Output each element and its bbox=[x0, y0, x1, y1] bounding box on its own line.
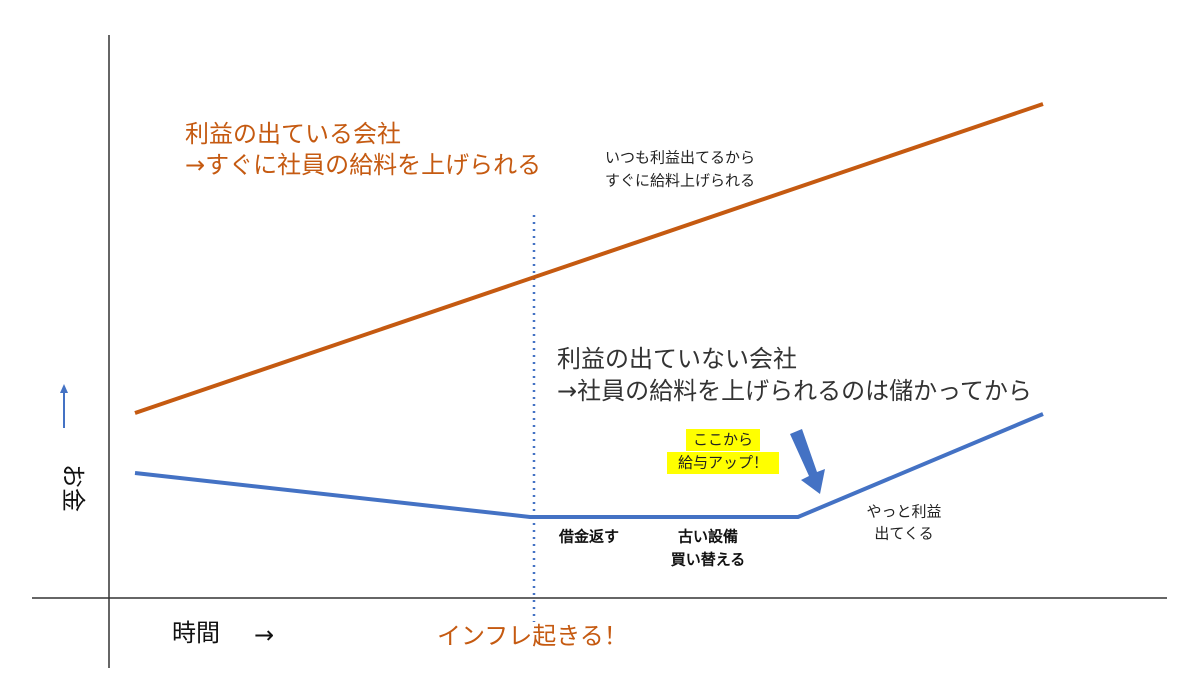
phase-label: 古い設備 bbox=[678, 528, 738, 546]
highlight bbox=[686, 429, 760, 451]
y-arrow-head bbox=[60, 384, 68, 393]
no-profit-line bbox=[134, 412, 1044, 519]
event-label: インフレ起きる！ bbox=[437, 622, 628, 650]
profit-title: 利益の出ている会社 bbox=[185, 120, 401, 148]
phase-label: 借金返す bbox=[558, 528, 619, 546]
callout-text: 給与アップ！ bbox=[678, 454, 768, 472]
no-profit-title: 利益の出ていない会社 bbox=[557, 345, 797, 373]
profit-note: いつも利益出てるから bbox=[605, 149, 755, 167]
profit-note: すぐに給料上げられる bbox=[605, 172, 755, 190]
x-axis-arrow: → bbox=[254, 621, 274, 649]
x-axis-label: 時間 bbox=[172, 619, 220, 647]
phase-label: 出てくる bbox=[874, 525, 933, 543]
callout-text: ここから bbox=[693, 431, 753, 449]
y-axis-label: お金 bbox=[59, 464, 87, 512]
profit-line bbox=[134, 102, 1044, 415]
phase-label: 買い替える bbox=[671, 551, 746, 569]
highlight bbox=[667, 452, 779, 474]
no-profit-subtitle: →社員の給料を上げられるのは儲かってから bbox=[557, 377, 1032, 405]
phase-label: やっと利益 bbox=[866, 503, 941, 521]
profit-subtitle: →すぐに社員の給料を上げられる bbox=[185, 151, 541, 179]
callout-arrow bbox=[790, 429, 825, 494]
